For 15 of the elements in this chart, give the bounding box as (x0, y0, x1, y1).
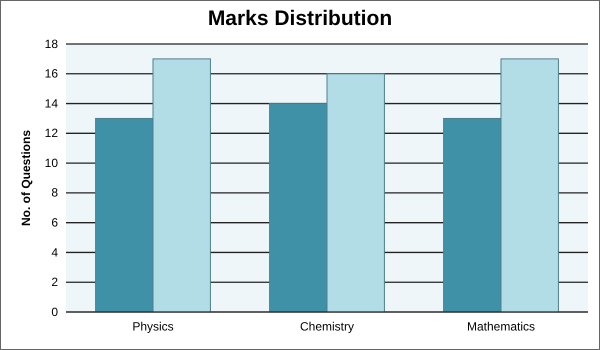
y-tick-label: 2 (51, 275, 58, 290)
y-tick-label: 14 (44, 96, 58, 110)
y-tick-label: 6 (51, 216, 58, 230)
x-tick-label: Mathematics (466, 320, 536, 334)
y-tick-label: 18 (44, 36, 58, 51)
y-tick-label: 10 (44, 156, 58, 170)
x-tick-label: Chemistry (300, 320, 354, 334)
y-tick-label: 8 (51, 186, 58, 200)
chart-title: Marks Distribution (208, 7, 392, 30)
x-tick-label: Physics (132, 320, 174, 334)
y-tick-label: 4 (51, 245, 58, 260)
y-axis-title: No. of Questions (19, 130, 33, 226)
y-tick-label: 0 (51, 304, 58, 319)
y-tick-label: 12 (44, 126, 58, 140)
y-tick-label: 16 (44, 66, 58, 81)
